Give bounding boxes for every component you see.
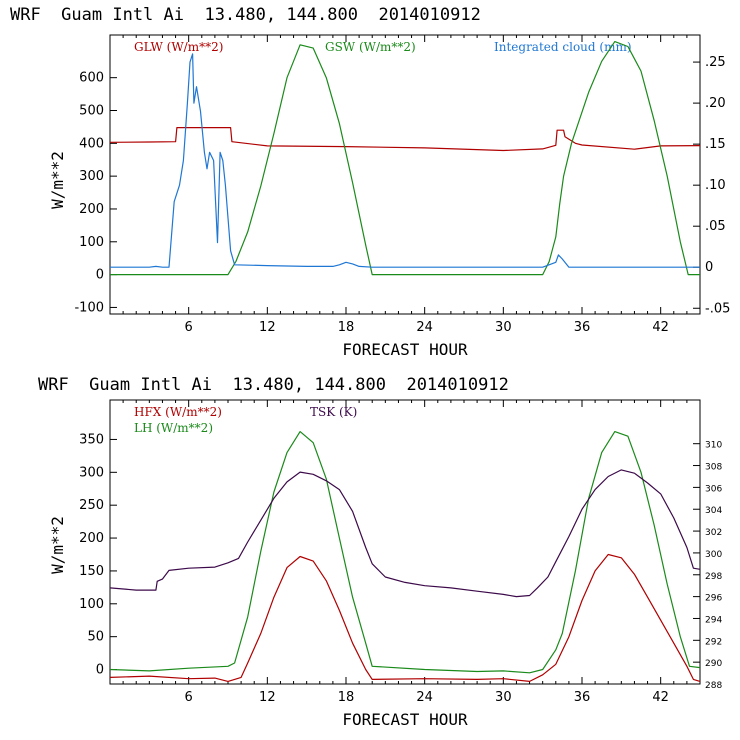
series-line-lh bbox=[109, 431, 701, 674]
y-tick-label: 150 bbox=[79, 564, 104, 579]
y-tick-label: 300 bbox=[79, 169, 104, 184]
x-tick-label: 36 bbox=[574, 320, 591, 335]
x-tick-label: 42 bbox=[652, 690, 669, 705]
x-tick-label: 42 bbox=[652, 320, 669, 335]
x-tick-label: 36 bbox=[574, 690, 591, 705]
right-tick-label: .15 bbox=[705, 137, 726, 152]
right-tick-label: 290 bbox=[705, 659, 722, 669]
y-axis-label: W/m**2 bbox=[48, 151, 67, 209]
right-tick-label: .05 bbox=[705, 219, 726, 234]
y-tick-label: 400 bbox=[79, 136, 104, 151]
x-tick-label: 6 bbox=[185, 320, 193, 335]
right-tick-label: 298 bbox=[705, 572, 722, 582]
series-line-glw bbox=[109, 127, 701, 152]
y-tick-label: 0 bbox=[96, 663, 104, 678]
y-axis-label: W/m**2 bbox=[48, 516, 67, 574]
y-tick-label: 500 bbox=[79, 103, 104, 118]
right-tick-label: 306 bbox=[705, 484, 722, 494]
right-tick-label: -.05 bbox=[705, 301, 730, 316]
y-tick-label: 600 bbox=[79, 71, 104, 86]
legend-hfx: HFX (W/m**2) bbox=[134, 405, 222, 419]
right-tick-label: 0 bbox=[705, 260, 713, 275]
x-axis-label: FORECAST HOUR bbox=[342, 710, 468, 729]
chart-bottom: WRF Guam Intl Ai 13.480, 144.800 2014010… bbox=[38, 375, 722, 729]
x-tick-label: 18 bbox=[338, 690, 355, 705]
right-tick-label: 304 bbox=[705, 506, 722, 516]
right-tick-label: 288 bbox=[705, 681, 722, 691]
x-tick-label: 18 bbox=[338, 320, 355, 335]
right-tick-label: 300 bbox=[705, 550, 722, 560]
x-tick-label: 24 bbox=[416, 320, 433, 335]
right-tick-label: 296 bbox=[705, 594, 722, 604]
right-tick-label: .20 bbox=[705, 96, 726, 111]
legend-glw: GLW (W/m**2) bbox=[134, 40, 223, 54]
y-tick-label: -100 bbox=[74, 300, 104, 315]
right-tick-label: 294 bbox=[705, 615, 722, 625]
chart-top: WRF Guam Intl Ai 13.480, 144.800 2014010… bbox=[10, 5, 730, 359]
x-tick-label: 30 bbox=[495, 320, 512, 335]
right-tick-label: 310 bbox=[705, 441, 722, 451]
series-line-hfx bbox=[109, 553, 701, 682]
y-tick-label: 200 bbox=[79, 202, 104, 217]
y-tick-label: 300 bbox=[79, 465, 104, 480]
series-lines bbox=[109, 41, 701, 276]
chart-title: WRF Guam Intl Ai 13.480, 144.800 2014010… bbox=[10, 5, 481, 25]
x-tick-label: 12 bbox=[259, 690, 276, 705]
legend-gsw: GSW (W/m**2) bbox=[325, 40, 416, 54]
right-y-ticks: 288 290 292 294 296 298 300 302 304 306 308 310 bbox=[693, 441, 722, 691]
y-tick-label: 50 bbox=[87, 630, 104, 645]
right-y-ticks: -.05 0 .05 .10 .15 .20 .25 bbox=[693, 55, 730, 316]
plot-frame bbox=[109, 34, 701, 315]
right-tick-label: 302 bbox=[705, 528, 722, 538]
right-tick-label: 308 bbox=[705, 463, 722, 473]
x-tick-label: 6 bbox=[185, 690, 193, 705]
right-tick-label: .25 bbox=[705, 55, 726, 70]
series-line-gsw bbox=[110, 41, 700, 276]
y-tick-label: 100 bbox=[79, 597, 104, 612]
legend-tsk: TSK (K) bbox=[310, 405, 357, 419]
y-ticks: -100 0 100 200 300 400 500 600 bbox=[74, 71, 117, 315]
x-ticks: 6 12 18 24 30 36 42 bbox=[122, 35, 688, 335]
right-tick-label: .10 bbox=[705, 178, 726, 193]
series-line-integrated bbox=[110, 53, 700, 268]
series-line-tsk bbox=[109, 469, 701, 598]
y-tick-label: 100 bbox=[79, 235, 104, 250]
x-ticks: 6 12 18 24 30 36 42 bbox=[122, 400, 688, 705]
legend-lh: LH (W/m**2) bbox=[134, 421, 213, 435]
x-tick-label: 12 bbox=[259, 320, 276, 335]
plot-frame bbox=[109, 399, 701, 685]
series-lines bbox=[109, 431, 701, 682]
x-tick-label: 24 bbox=[416, 690, 433, 705]
chart-title: WRF Guam Intl Ai 13.480, 144.800 2014010… bbox=[38, 375, 509, 395]
y-tick-label: 0 bbox=[96, 268, 104, 283]
y-tick-label: 350 bbox=[79, 432, 104, 447]
x-tick-label: 30 bbox=[495, 690, 512, 705]
y-tick-label: 250 bbox=[79, 498, 104, 513]
x-axis-label: FORECAST HOUR bbox=[342, 340, 468, 359]
right-tick-label: 292 bbox=[705, 637, 722, 647]
legend-cloud: Integrated cloud (mm) bbox=[494, 40, 632, 54]
y-tick-label: 200 bbox=[79, 531, 104, 546]
y-ticks: 0 50 100 150 200 250 300 350 bbox=[79, 432, 117, 678]
